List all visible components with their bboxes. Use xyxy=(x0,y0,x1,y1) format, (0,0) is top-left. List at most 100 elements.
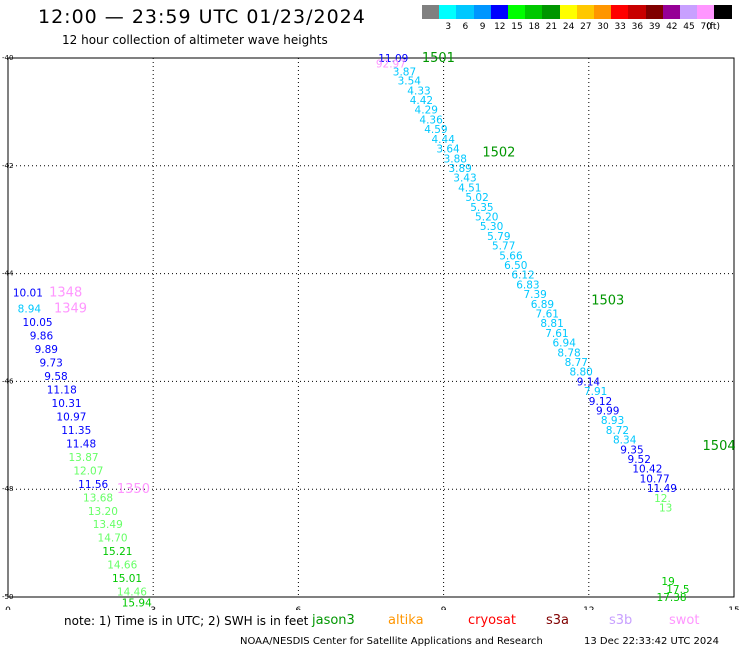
wave-height-label: 13 xyxy=(659,503,672,515)
y-tick-label: -44 xyxy=(2,270,14,278)
x-tick-label: 12 xyxy=(583,606,594,610)
y-tick-label: -46 xyxy=(2,377,14,385)
wave-height-label: 9.86 xyxy=(30,331,54,343)
wave-height-label: 8.80 xyxy=(569,367,592,379)
scale-swatch xyxy=(594,5,612,19)
scale-swatch xyxy=(662,5,681,19)
wave-height-label: 3.87 xyxy=(393,66,416,78)
x-tick-label: 6 xyxy=(296,606,302,610)
footer-note: note: 1) Time is in UTC; 2) SWH is in fe… xyxy=(64,614,309,628)
wave-height-label: 4.44 xyxy=(432,134,456,146)
wave-height-label: 11.35 xyxy=(61,425,91,437)
wave-height-label: 13.20 xyxy=(88,506,118,518)
wave-height-label: 5.20 xyxy=(475,211,498,223)
wave-height-label: 5.66 xyxy=(499,250,523,262)
wave-height-label: 5.02 xyxy=(465,192,488,204)
wave-height-label: 3.89 xyxy=(448,163,471,175)
credit-line: NOAA/NESDIS Center for Satellite Applica… xyxy=(240,636,543,647)
scale-label: 33 xyxy=(614,22,626,32)
wave-height-label: 9.12 xyxy=(589,396,612,408)
x-tick-label: 3 xyxy=(150,606,156,610)
scale-swatch xyxy=(456,5,475,19)
wave-height-label: 8.72 xyxy=(606,425,629,437)
plot-frame xyxy=(7,57,735,598)
scale-swatch xyxy=(559,5,578,19)
wave-height-label: 14.66 xyxy=(107,560,137,572)
scale-swatch xyxy=(611,5,630,19)
y-tick-label: -42 xyxy=(2,162,13,170)
wave-height-label: 3.88 xyxy=(444,153,467,165)
scale-label: 70 xyxy=(700,22,712,32)
wave-height-label: 7.91 xyxy=(584,386,607,398)
wave-height-label: 19 xyxy=(661,576,674,588)
wave-height-label: 8.93 xyxy=(601,415,624,427)
satellite-legend-item: s3b xyxy=(609,613,633,628)
wave-height-label: 6.89 xyxy=(531,299,554,311)
x-tick-label: 0 xyxy=(5,606,11,610)
wave-height-label: 8.77 xyxy=(565,357,588,369)
wave-height-label: 4.42 xyxy=(410,95,433,107)
wave-height-label: 11.18 xyxy=(47,384,77,396)
wave-height-label: 11.09 xyxy=(378,53,408,65)
wave-height-label: 11.48 xyxy=(66,438,96,450)
scale-label: 30 xyxy=(597,22,609,32)
scale-swatch xyxy=(697,5,716,19)
track-label: 1502 xyxy=(482,145,515,160)
x-tick-label: 15 xyxy=(728,606,739,610)
track-label: 1501 xyxy=(422,51,455,66)
scale-label: 27 xyxy=(580,22,592,32)
wave-height-label: 4.33 xyxy=(407,85,430,97)
scale-swatch xyxy=(542,5,561,19)
wave-height-label: 4.59 xyxy=(424,124,447,136)
satellite-legend-item: jason3 xyxy=(312,613,355,628)
wave-height-label: 6.94 xyxy=(553,338,577,350)
scale-label: 36 xyxy=(631,22,644,32)
scale-label: 42 xyxy=(666,22,678,32)
wave-height-label: 6.83 xyxy=(516,279,539,291)
wave-height-label: 10.01 xyxy=(13,287,43,299)
wave-height-label: 15.01 xyxy=(112,573,142,585)
scale-label: 6 xyxy=(462,22,469,32)
wave-height-label: 9.89 xyxy=(35,344,58,356)
wave-height-label: 9.73 xyxy=(39,358,62,370)
wave-height-label: 10.97 xyxy=(56,411,86,423)
scale-label: 21 xyxy=(545,22,558,32)
satellite-legend-item: swot xyxy=(669,613,700,628)
track-label: 1349 xyxy=(54,302,87,317)
scale-swatch xyxy=(525,5,544,19)
wave-height-label: 15.94 xyxy=(122,597,152,609)
wave-height-label: 5.35 xyxy=(470,202,493,214)
wave-height-label: 7.61 xyxy=(536,308,559,320)
wave-height-label: 7.61 xyxy=(545,328,568,340)
scale-swatch xyxy=(714,5,733,19)
scale-label: 24 xyxy=(562,22,575,32)
scale-label: 9 xyxy=(479,22,486,32)
wave-height-label: 4.51 xyxy=(458,182,481,194)
scale-swatch xyxy=(576,5,595,19)
wave-height-label: 9.52 xyxy=(628,454,651,466)
chart-subtitle: 12 hour collection of altimeter wave hei… xyxy=(62,33,328,47)
wave-height-label: 11.56 xyxy=(78,479,108,491)
scale-swatch xyxy=(439,5,458,19)
scale-label: 3 xyxy=(445,22,452,32)
altimeter-plot: 0 3 6 9 12 15 -40 -42 -44 -46 -48 -50 11.0992.973.87… xyxy=(2,51,740,610)
scale-label: 39 xyxy=(648,22,661,32)
wave-height-label: 13.49 xyxy=(93,519,123,531)
wave-height-label: 9.99 xyxy=(596,406,619,418)
wave-height-label: 14.46 xyxy=(117,587,147,599)
wave-height-label: 17.5 xyxy=(666,584,689,596)
y-tick-label: -40 xyxy=(2,54,13,62)
scale-swatch xyxy=(473,5,492,19)
wave-height-label: 5.30 xyxy=(480,221,503,233)
wave-height-label: 92.97 xyxy=(376,58,406,70)
y-tick-label: -48 xyxy=(2,485,13,493)
scale-unit: (ft) xyxy=(706,22,720,32)
scale-swatch xyxy=(490,5,509,19)
wave-height-label: 10.42 xyxy=(632,464,662,476)
wave-height-label: 4.29 xyxy=(415,105,438,117)
track-label: 1348 xyxy=(49,285,82,300)
wave-height-label: 4.36 xyxy=(419,114,443,126)
wave-height-label: 14.70 xyxy=(98,533,128,545)
scale-swatch xyxy=(645,5,664,19)
scale-swatch xyxy=(680,5,698,19)
